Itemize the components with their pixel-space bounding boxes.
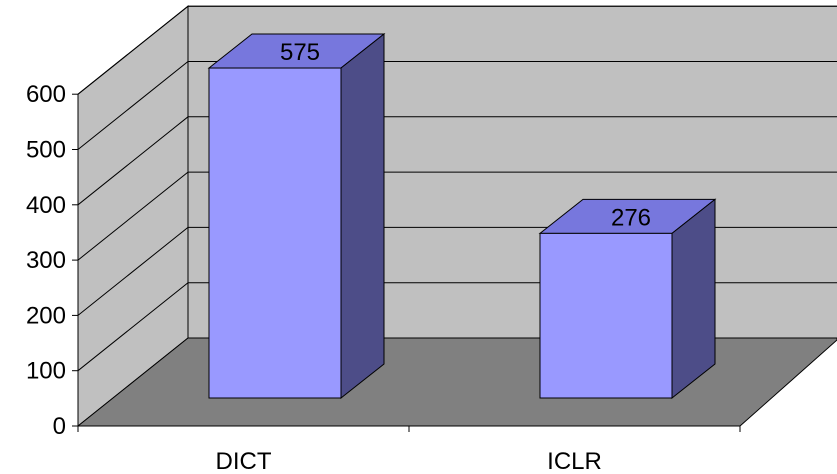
gridline-500 xyxy=(77,61,837,150)
x-tick-label: DICT xyxy=(216,448,272,474)
y-tick-label: 200 xyxy=(26,302,66,329)
chart-floor xyxy=(76,337,837,427)
labels: 0 100 200 300 400 500 600 575 DICT 276 ICLR xyxy=(26,39,651,474)
axes xyxy=(72,93,741,432)
bar-iclr xyxy=(538,198,717,400)
y-tick-label: 400 xyxy=(26,192,66,219)
gridline-400 xyxy=(77,116,837,206)
y-tick-label: 500 xyxy=(26,137,66,164)
bar-front-face xyxy=(208,67,342,399)
data-label: 575 xyxy=(280,39,320,66)
bars xyxy=(207,32,717,400)
bar-dict xyxy=(207,32,386,400)
gridline-300 xyxy=(77,171,837,261)
y-tick-label: 300 xyxy=(26,247,66,274)
y-tick-label: 0 xyxy=(53,413,66,440)
bar-side-face xyxy=(340,32,385,400)
data-label: 276 xyxy=(611,204,651,231)
y-tick-label: 600 xyxy=(26,81,66,108)
x-tick-label: ICLR xyxy=(547,448,602,474)
gridline-600 xyxy=(77,5,837,95)
bar-side-face xyxy=(671,198,716,400)
floor-plane xyxy=(76,337,837,427)
y-tick-label: 100 xyxy=(26,358,66,385)
bar-front-face xyxy=(539,232,673,399)
